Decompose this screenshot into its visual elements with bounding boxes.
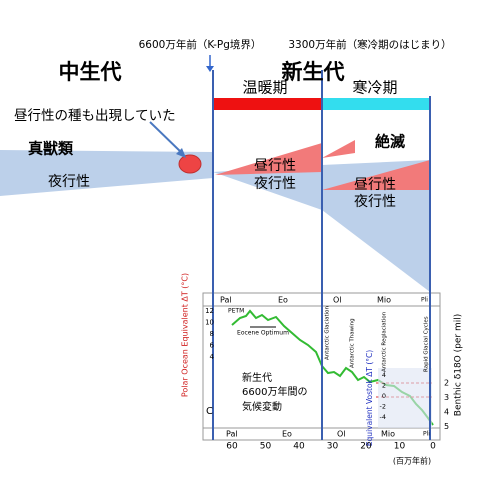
tick-label: 4: [382, 371, 386, 379]
tick-label: 20: [360, 442, 372, 452]
tick-label: 50: [260, 442, 272, 452]
epoch-label: Eo: [278, 296, 288, 305]
caption-line: 気候変動: [242, 400, 282, 413]
note: 昼行性: [254, 158, 296, 174]
note: 夜行性: [254, 176, 296, 192]
tick-label: 12: [205, 307, 214, 315]
era-label: 中生代: [59, 60, 122, 84]
tick-label: 2: [382, 382, 386, 390]
caption-line: 新生代: [242, 371, 272, 384]
left-axis-label: Polar Ocean Equivalent ΔT (°C): [181, 273, 190, 397]
right-axis-label: Benthic δ18O (per mil): [454, 314, 464, 416]
pointer-arrow: [149, 121, 185, 156]
event-label: Antarctic Thawing: [350, 318, 356, 368]
tick-label: 4: [444, 408, 449, 417]
right-ticks: 2 3 4 5: [444, 379, 449, 432]
epoch-label: Ol: [333, 296, 342, 305]
tick-label: 3: [444, 393, 449, 402]
event-label: Antarctic Glaciation: [325, 305, 331, 360]
period-label: 温暖期: [242, 79, 287, 97]
eutheria-band: [0, 150, 213, 196]
period-label: 寒冷期: [352, 79, 397, 97]
diurnal-wedge-mid: [215, 143, 322, 175]
tick-label: 60: [226, 442, 238, 452]
corner-letter: C: [206, 406, 213, 417]
epoch-label: Pli: [421, 297, 428, 304]
cold-start-label: 3300万年前（寒冷期のはじまり）: [288, 38, 451, 51]
kpg-label: 6600万年前（K-Pg境界）: [139, 38, 262, 51]
cold-bar: [322, 98, 430, 110]
epoch-label: Pal: [226, 430, 238, 439]
note: 昼行性: [354, 177, 396, 193]
tick-label: 5: [444, 422, 449, 431]
vostok-box: [378, 368, 432, 428]
tick-label: 10: [394, 442, 406, 452]
epoch-label: Mio: [377, 296, 391, 305]
tick-label: 0: [382, 392, 386, 400]
x-unit: (百万年前): [393, 456, 431, 466]
tick-label: -2: [380, 403, 386, 411]
tick-label: 30: [327, 442, 339, 452]
tick-label: 40: [293, 442, 305, 452]
caption-box: [236, 368, 316, 416]
event-label: PETM: [228, 308, 244, 315]
diurnal-wedge-right: [322, 160, 430, 190]
tick-label: 4: [210, 353, 215, 361]
vostok-ticks: 4 2 0 -2 -4: [380, 371, 386, 421]
epoch-label: Mio: [381, 430, 395, 439]
event-label: Rapid Glacial Cycles: [424, 316, 430, 372]
kpg-arrow-head: [206, 66, 214, 72]
note: 夜行性: [354, 194, 396, 210]
epoch-label: Pal: [220, 296, 232, 305]
diurnal-origin: [178, 154, 202, 174]
vostok-axis-label: Equivalent Vostok ΔT (°C): [365, 350, 374, 446]
x-ticks: 60 50 40 30 20 10 0: [226, 442, 436, 452]
event-label: Antarctic Reglaciation: [382, 311, 388, 372]
note: 昼行性の種も出現していた: [14, 108, 176, 124]
tick-label: 8: [210, 330, 214, 338]
tick-label: -4: [380, 413, 386, 421]
tick-label: 0: [430, 442, 436, 452]
extinction-wedge: [322, 140, 355, 158]
epoch-label: Eo: [282, 430, 292, 439]
tick-label: 10: [205, 319, 214, 327]
cenozoic-band: [213, 160, 430, 292]
note: 真獣類: [28, 140, 74, 158]
epoch-label: Pli: [423, 431, 430, 438]
note: 絶滅: [375, 133, 405, 151]
arrow-head: [176, 148, 186, 158]
era-label: 新生代: [282, 60, 345, 84]
caption-line: 6600万年間の: [242, 385, 307, 398]
left-ticks: 12 10 8 6 4: [205, 307, 214, 361]
note: 夜行性: [48, 174, 90, 190]
event-label: Eocene Optimum: [237, 330, 289, 337]
tick-label: 6: [210, 342, 215, 350]
epoch-label: Ol: [337, 430, 346, 439]
warm-bar: [213, 98, 322, 110]
tick-label: 2: [444, 379, 449, 388]
